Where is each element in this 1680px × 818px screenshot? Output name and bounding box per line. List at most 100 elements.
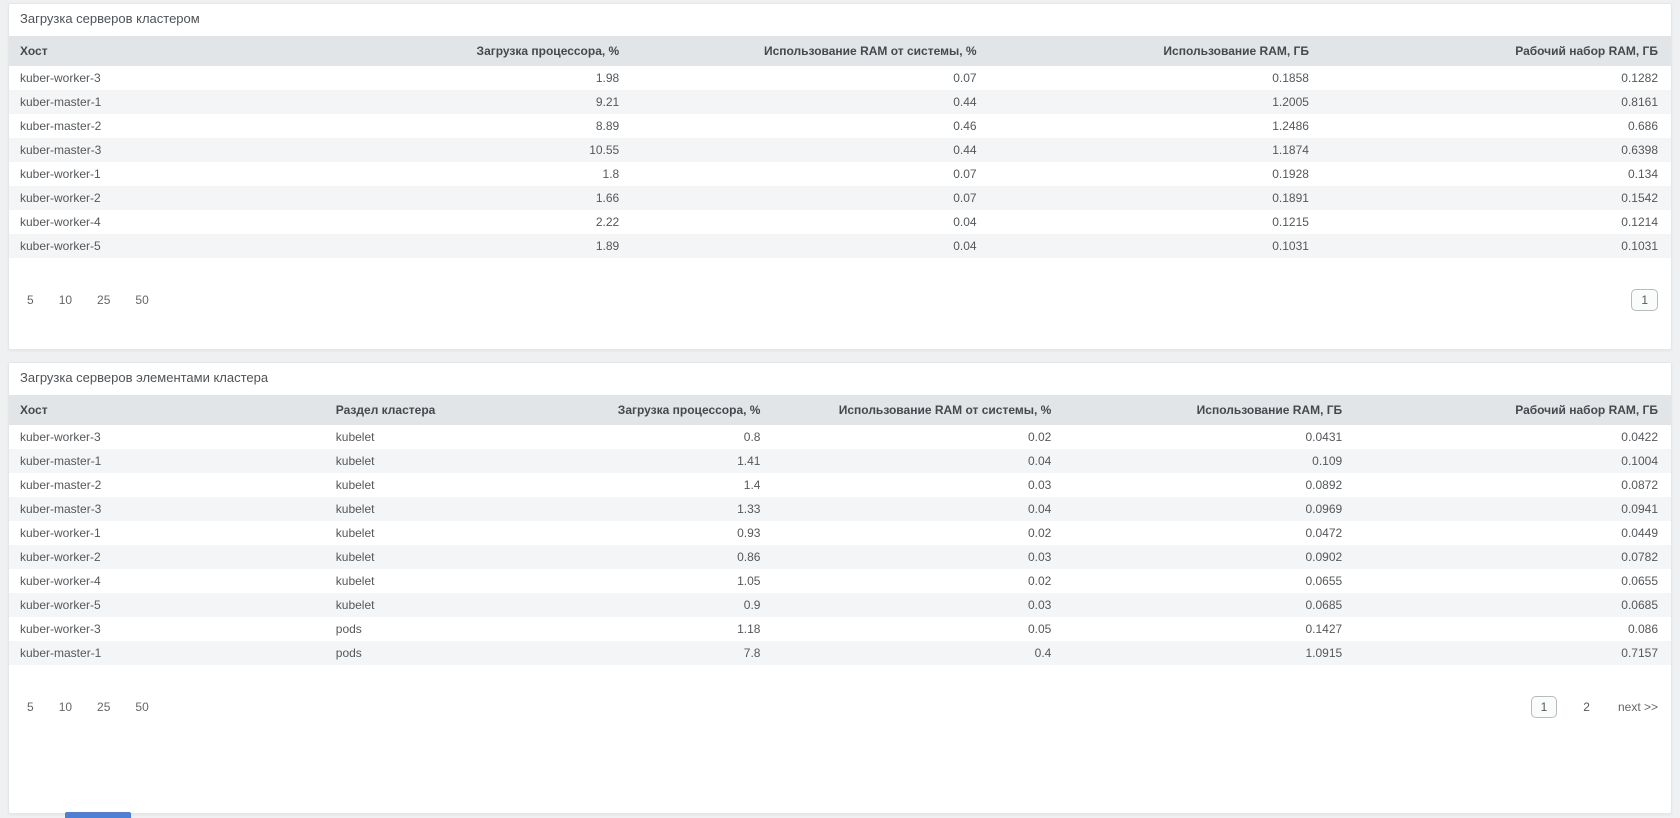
table-cell: pods (335, 622, 362, 636)
cluster-elements-load-table: Хост Раздел кластера Загрузка процессора, … (9, 395, 1671, 665)
table-row: kuber-master-3 10.55 0.44 1.1874 0.6398 (9, 138, 1671, 162)
table-cell: kuber-master-2 (20, 119, 102, 133)
table-cell: 0.0892 (1305, 478, 1343, 492)
table-row: kuber-worker-3 pods 1.18 0.05 0.1427 0.086 (9, 617, 1671, 641)
table-cell: 1.2005 (1272, 95, 1309, 109)
column-header[interactable]: Хост (9, 395, 325, 425)
table-cell: 0.9 (743, 598, 761, 612)
column-header[interactable]: Загрузка процессора, % (540, 395, 774, 425)
table-row: kuber-worker-4 2.22 0.04 0.1215 0.1214 (9, 210, 1671, 234)
table-cell: 0.0655 (1305, 574, 1343, 588)
page-button-active[interactable]: 1 (1631, 288, 1658, 311)
panel-cluster-elements-load: Загрузка серверов элементами кластера Хо… (8, 362, 1672, 814)
table-cell: 0.02 (1027, 526, 1052, 540)
column-header[interactable]: Рабочий набор RAM, ГБ (1321, 36, 1671, 66)
table-cell: kuber-worker-4 (20, 215, 101, 229)
page-button-active[interactable]: 1 (1530, 695, 1558, 718)
table-cell: 0.04 (953, 215, 977, 229)
table-cell: 0.1858 (1272, 71, 1309, 85)
column-header[interactable]: Хост (9, 36, 375, 66)
table-cell: kubelet (335, 550, 375, 564)
table-cell: 0.1214 (1621, 215, 1658, 229)
page-size-option[interactable]: 5 (27, 699, 34, 714)
table-row: kuber-master-1 pods 7.8 0.4 1.0915 0.7157 (9, 641, 1671, 665)
table-cell: 1.05 (737, 574, 761, 588)
table-cell: 1.66 (595, 191, 620, 205)
table-cell: 0.46 (953, 119, 977, 133)
table-row: kuber-worker-4 kubelet 1.05 0.02 0.0655 0.065… (9, 569, 1671, 593)
page-size-option[interactable]: 50 (135, 292, 149, 307)
page-size-option[interactable]: 10 (58, 699, 73, 714)
table-cell: pods (335, 646, 362, 660)
page-size-option[interactable]: 25 (97, 292, 111, 307)
table-cell: 0.03 (1027, 598, 1052, 612)
panel-title: Загрузка серверов кластером (20, 11, 200, 26)
table-cell: 0.44 (953, 143, 977, 157)
page-size-options: 5 10 25 50 (27, 293, 174, 307)
table-cell: 0.1031 (1272, 239, 1309, 253)
column-header[interactable]: Использование RAM, ГБ (1064, 395, 1356, 425)
column-header[interactable]: Использование RAM, ГБ (989, 36, 1322, 66)
table-row: kuber-worker-3 kubelet 0.8 0.02 0.0431 0.0422 (9, 425, 1671, 449)
column-header[interactable]: Раздел кластера (324, 395, 541, 425)
table-cell: kuber-master-3 (20, 502, 102, 516)
table-cell: 0.0431 (1305, 430, 1343, 444)
table-cell: kuber-worker-2 (20, 191, 101, 205)
table-cell: 7.8 (743, 646, 761, 660)
table-header-row: Хост Раздел кластера Загрузка процессора, … (9, 395, 1671, 425)
table-cell: 0.03 (1027, 550, 1052, 564)
page-size-option[interactable]: 50 (135, 699, 149, 714)
table-row: kuber-worker-1 1.8 0.07 0.1928 0.134 (9, 162, 1671, 186)
table-cell: 0.109 (1312, 454, 1343, 468)
table-cell: 0.0655 (1621, 574, 1658, 588)
table-cell: 0.8 (743, 430, 761, 444)
table-cell: 1.41 (737, 454, 761, 468)
table-cell: kuber-worker-2 (20, 550, 101, 564)
table-cell: 0.0422 (1621, 430, 1658, 444)
page-size-option[interactable]: 10 (58, 292, 73, 307)
table-cell: kuber-worker-1 (20, 526, 101, 540)
table-cell: 0.04 (953, 239, 977, 253)
table-cell: 8.89 (595, 119, 620, 133)
table-cell: kubelet (335, 574, 375, 588)
table-cell: 1.0915 (1305, 646, 1343, 660)
page-size-option[interactable]: 5 (27, 292, 34, 307)
column-header[interactable]: Использование RAM от системы, % (773, 395, 1065, 425)
panel-title: Загрузка серверов элементами кластера (20, 370, 269, 385)
table-row: kuber-worker-5 kubelet 0.9 0.03 0.0685 0.0685 (9, 593, 1671, 617)
table-cell: kubelet (335, 430, 375, 444)
table-cell: 0.93 (737, 526, 761, 540)
table-cell: 0.0902 (1305, 550, 1343, 564)
table-row: kuber-worker-2 kubelet 0.86 0.03 0.0902 0.078… (9, 545, 1671, 569)
page-button[interactable]: 2 (1583, 699, 1590, 714)
table-cell: kubelet (335, 502, 375, 516)
table-cell: 1.89 (595, 239, 620, 253)
column-header[interactable]: Загрузка процессора, % (374, 36, 633, 66)
table-cell: kuber-worker-3 (20, 71, 101, 85)
next-page-link[interactable]: next >> (1617, 699, 1658, 714)
table-cell: 0.1427 (1305, 622, 1343, 636)
table-cell: 0.4 (1034, 646, 1052, 660)
table-cell: kuber-worker-5 (20, 598, 101, 612)
table-cell: 1.1874 (1272, 143, 1309, 157)
table-cell: kuber-master-1 (20, 646, 102, 660)
table-cell: 0.07 (953, 191, 977, 205)
table-cell: 10.55 (589, 143, 620, 157)
table-cell: 0.0685 (1621, 598, 1658, 612)
table-row: kuber-master-1 9.21 0.44 1.2005 0.8161 (9, 90, 1671, 114)
table-cell: 0.1282 (1621, 71, 1658, 85)
table-cell: 0.6398 (1621, 143, 1658, 157)
table-cell: kuber-master-3 (20, 143, 102, 157)
column-header[interactable]: Использование RAM от системы, % (632, 36, 990, 66)
table-cell: 0.0685 (1305, 598, 1343, 612)
table-cell: 1.18 (737, 622, 761, 636)
table-cell: 1.98 (595, 71, 620, 85)
table-cell: 1.2486 (1272, 119, 1309, 133)
table-cell: kuber-master-1 (20, 95, 102, 109)
column-header[interactable]: Рабочий набор RAM, ГБ (1355, 395, 1671, 425)
bottom-partial-element[interactable] (65, 812, 131, 818)
page-buttons: 1 (1613, 288, 1658, 311)
pagination-bar: 5 10 25 50 1 2 next >> (9, 695, 1671, 718)
table-cell: kubelet (335, 454, 375, 468)
page-size-option[interactable]: 25 (97, 699, 111, 714)
